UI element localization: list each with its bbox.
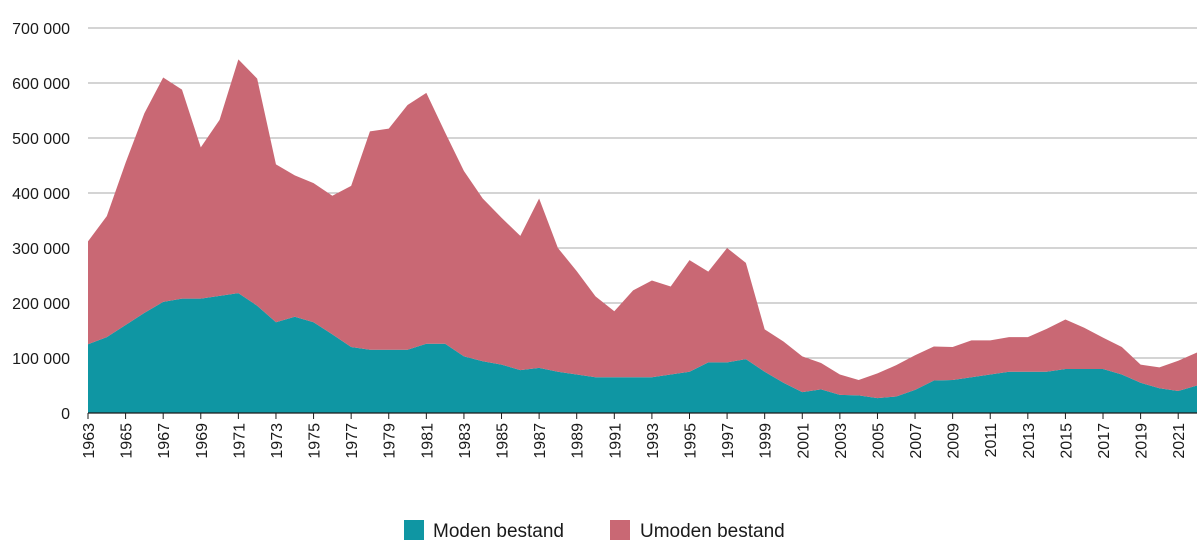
x-tick-label: 1983	[457, 423, 474, 459]
y-tick-label: 0	[61, 406, 70, 423]
legend-label-umoden-bestand: Umoden bestand	[640, 521, 785, 542]
x-tick-labels: 1963 1965 1967 1969 1971 1973 1975 1977 1979 1981…	[81, 423, 1188, 459]
x-tick-label: 1977	[344, 423, 361, 459]
y-tick-label: 700 000	[12, 21, 70, 38]
legend-label-moden-bestand: Moden bestand	[433, 521, 564, 542]
legend-swatch-moden-bestand	[404, 520, 424, 540]
x-tick-label: 2003	[833, 423, 850, 459]
x-tick-label: 2001	[795, 423, 812, 459]
x-tick-label: 1971	[231, 423, 248, 459]
x-tick-label: 2007	[908, 423, 925, 459]
y-tick-label: 500 000	[12, 131, 70, 148]
y-tick-labels: 0 100 000 200 000 300 000 400 000 500 000 600 …	[12, 21, 70, 423]
x-tick-label: 1991	[607, 423, 624, 459]
x-tick-label: 1999	[758, 423, 775, 459]
x-tick-label: 1987	[532, 423, 549, 459]
y-tick-label: 200 000	[12, 296, 70, 313]
x-tick-label: 2015	[1058, 423, 1075, 459]
x-tick-label: 1967	[156, 423, 173, 459]
area-series	[88, 59, 1197, 413]
legend: Moden bestand Umoden bestand	[404, 520, 785, 542]
x-tick-label: 1981	[419, 423, 436, 459]
x-tick-label: 2005	[870, 423, 887, 459]
x-tick-label: 1993	[645, 423, 662, 459]
x-tick-label: 1995	[682, 423, 699, 459]
x-tick-label: 2011	[983, 423, 1000, 458]
y-tick-label: 300 000	[12, 241, 70, 258]
x-tick-label: 1963	[81, 423, 98, 459]
x-tick-label: 2019	[1134, 423, 1151, 459]
x-tick-label: 2009	[946, 423, 963, 459]
x-tick-label: 2013	[1021, 423, 1038, 459]
x-tick-label: 1985	[495, 423, 512, 459]
y-tick-label: 400 000	[12, 186, 70, 203]
x-tick-label: 1989	[570, 423, 587, 459]
x-tick-label: 1975	[307, 423, 324, 459]
x-tick-label: 1973	[269, 423, 286, 459]
axes	[87, 412, 1197, 419]
x-tick-label: 1969	[194, 423, 211, 459]
x-tick-label: 1979	[382, 423, 399, 459]
x-tick-label: 1997	[720, 423, 737, 459]
legend-swatch-umoden-bestand	[610, 520, 630, 540]
x-tick-label: 2021	[1171, 423, 1188, 459]
y-tick-label: 100 000	[12, 351, 70, 368]
y-tick-label: 600 000	[12, 76, 70, 93]
area-umoden-bestand	[88, 59, 1197, 399]
x-tick-label: 2017	[1096, 423, 1113, 459]
x-tick-label: 1965	[119, 423, 136, 459]
area-moden-bestand	[88, 293, 1197, 413]
